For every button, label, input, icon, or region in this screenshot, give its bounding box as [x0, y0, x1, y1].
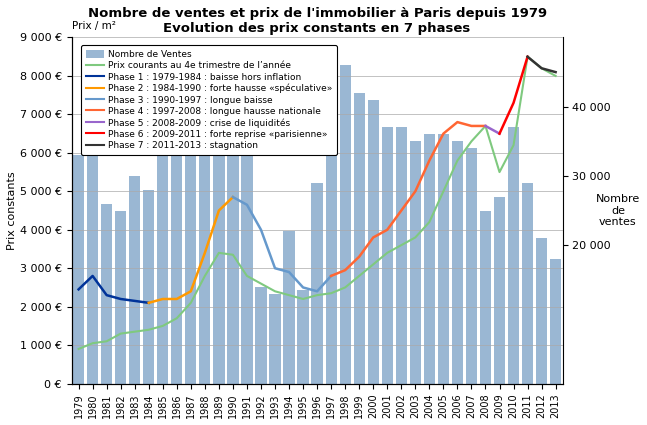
Bar: [367, 100, 379, 384]
Bar: [522, 183, 533, 384]
Bar: [536, 238, 547, 384]
Bar: [199, 72, 210, 384]
Bar: [283, 231, 294, 384]
Bar: [396, 128, 407, 384]
Bar: [438, 134, 449, 384]
Bar: [227, 58, 239, 384]
Y-axis label: Nombre
de
ventes: Nombre de ventes: [596, 194, 640, 227]
Bar: [241, 65, 252, 384]
Bar: [171, 134, 182, 384]
Bar: [157, 142, 168, 384]
Title: Nombre de ventes et prix de l'immobilier à Paris depuis 1979
Evolution des prix : Nombre de ventes et prix de l'immobilier…: [87, 7, 547, 35]
Bar: [214, 107, 225, 384]
Bar: [87, 128, 98, 384]
Bar: [466, 148, 477, 384]
Bar: [115, 210, 126, 384]
Bar: [129, 176, 140, 384]
Bar: [298, 290, 309, 384]
Bar: [494, 197, 505, 384]
Bar: [550, 259, 561, 384]
Bar: [452, 142, 463, 384]
Bar: [73, 155, 84, 384]
Bar: [353, 93, 365, 384]
Bar: [382, 128, 393, 384]
Y-axis label: Prix constants: Prix constants: [7, 171, 17, 250]
Bar: [256, 287, 267, 384]
Bar: [325, 142, 336, 384]
Bar: [269, 294, 281, 384]
Bar: [410, 142, 421, 384]
Bar: [480, 210, 491, 384]
Text: Prix / m²: Prix / m²: [72, 20, 115, 31]
Bar: [424, 134, 435, 384]
Bar: [311, 183, 323, 384]
Bar: [143, 190, 155, 384]
Bar: [340, 65, 351, 384]
Legend: Nombre de Ventes, Prix courants au 4e trimestre de l’année, Phase 1 : 1979-1984 : Nombre de Ventes, Prix courants au 4e tr…: [81, 45, 337, 155]
Bar: [508, 128, 519, 384]
Bar: [185, 58, 197, 384]
Bar: [101, 204, 113, 384]
